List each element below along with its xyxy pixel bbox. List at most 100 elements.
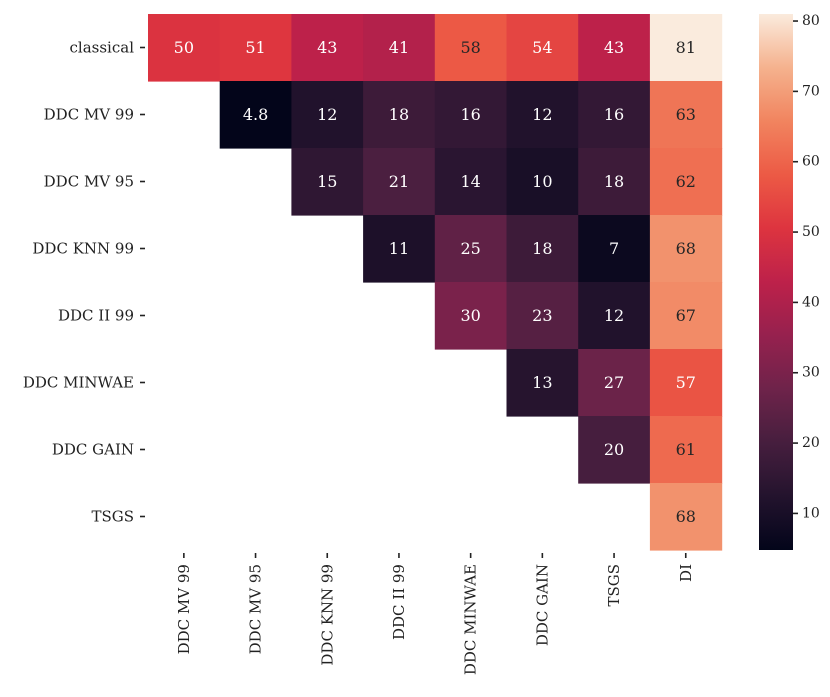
cell-label-r0-c6: 43	[604, 38, 624, 57]
cell-label-r0-c5: 54	[532, 38, 552, 57]
cell-label-r5-c6: 27	[604, 373, 624, 392]
heatmap-cell-r4-c4	[434, 282, 508, 350]
col-label-ddc-mv-95: DDC MV 95	[247, 564, 265, 654]
heatmap-cell-r3-c3	[363, 215, 436, 283]
cell-label-r2-c6: 18	[604, 172, 624, 191]
heatmap-cell-r3-c4	[434, 215, 508, 283]
heatmap-cell-r3-c5	[506, 215, 579, 283]
col-label-ddc-gain: DDC GAIN	[533, 564, 551, 646]
cell-label-r3-c5: 18	[532, 239, 552, 258]
heatmap-cell-r2-c2	[291, 148, 364, 216]
row-label-ddc-knn-99: DDC KNN 99	[32, 240, 134, 258]
heatmap-cell-r5-c6	[578, 349, 651, 417]
colorbar-tick-label-80: 80	[802, 13, 820, 29]
heatmap-cell-r1-c2	[291, 81, 364, 149]
heatmap-cell-r0-c4	[434, 14, 508, 82]
row-label-tsgs: TSGS	[91, 508, 134, 526]
row-label-ddc-mv-95: DDC MV 95	[44, 173, 134, 191]
colorbar-tick-label-70: 70	[802, 83, 820, 99]
heatmap-cell-r3-c7	[649, 215, 723, 283]
row-label-classical: classical	[70, 39, 135, 57]
cell-label-r2-c4: 14	[460, 172, 480, 191]
cell-label-r1-c7: 63	[676, 105, 696, 124]
heatmap-cell-r1-c3	[363, 81, 436, 149]
cell-label-r5-c5: 13	[532, 373, 552, 392]
cell-label-r7-c7: 68	[676, 507, 696, 526]
heatmap-cell-r2-c4	[434, 148, 508, 216]
heatmap-cell-r2-c3	[363, 148, 436, 216]
cell-label-r3-c3: 11	[389, 239, 409, 258]
cell-label-r1-c5: 12	[532, 105, 552, 124]
cell-label-r6-c7: 61	[676, 440, 696, 459]
heatmap-cell-r0-c6	[578, 14, 651, 82]
column-axis: DDC MV 99 DDC MV 95 DDC KNN 99 DDC II 99 DDC…	[175, 553, 695, 675]
heatmap-cell-r0-c2	[291, 14, 364, 82]
heatmap-cell-r1-c7	[649, 81, 723, 149]
col-label-ddc-minwae: DDC MINWAE	[462, 564, 480, 675]
heatmap-cell-r0-c7	[649, 14, 723, 82]
heatmap-cell-r5-c5	[506, 349, 579, 417]
heatmap-cell-r1-c4	[434, 81, 508, 149]
cell-label-r2-c2: 15	[317, 172, 337, 191]
heatmap-cell-r6-c6	[578, 416, 651, 484]
cell-label-r4-c5: 23	[532, 306, 552, 325]
heatmap-cell-r6-c7	[649, 416, 723, 484]
heatmap-cell-r0-c1	[219, 14, 292, 82]
col-label-di: DI	[677, 564, 695, 582]
colorbar-tick-label-40: 40	[802, 294, 820, 310]
cell-label-r3-c6: 7	[609, 239, 619, 258]
colorbar-tick-label-60: 60	[802, 154, 820, 170]
colorbar-tick-label-30: 30	[802, 365, 820, 381]
cell-label-r5-c7: 57	[676, 373, 696, 392]
heatmap-cell-r2-c6	[578, 148, 651, 216]
heatmap-cell-r4-c6	[578, 282, 651, 350]
cell-label-r1-c3: 18	[389, 105, 409, 124]
cell-label-r0-c0: 50	[174, 38, 194, 57]
cell-label-r0-c4: 58	[460, 38, 480, 57]
cell-label-r4-c7: 67	[676, 306, 696, 325]
heatmap-cell-r3-c6	[578, 215, 651, 283]
row-label-ddc-gain: DDC GAIN	[52, 441, 134, 459]
heatmap-cells: 50 51 43 41 58 54 43 81 4.8 12 18 16 12 16 63 15 21 14 10 1…	[148, 14, 723, 551]
heatmap-cell-r0-c3	[363, 14, 436, 82]
heatmap-cell-r1-c1	[219, 81, 292, 149]
col-label-ddc-mv-99: DDC MV 99	[175, 564, 193, 654]
row-label-ddc-ii-99: DDC II 99	[58, 307, 134, 325]
colorbar-tick-label-50: 50	[802, 224, 820, 240]
heatmap-cell-r4-c5	[506, 282, 579, 350]
cell-label-r4-c6: 12	[604, 306, 624, 325]
cell-label-r3-c7: 68	[676, 239, 696, 258]
heatmap-cell-r4-c7	[649, 282, 723, 350]
row-label-ddc-minwae: DDC MINWAE	[23, 374, 134, 392]
cell-label-r1-c1: 4.8	[243, 105, 268, 124]
heatmap-cell-r2-c5	[506, 148, 579, 216]
cell-label-r0-c3: 41	[389, 38, 409, 57]
heatmap-cell-r0-c5	[506, 14, 579, 82]
heatmap-cell-r2-c7	[649, 148, 723, 216]
cell-label-r0-c1: 51	[245, 38, 265, 57]
heatmap-cell-r1-c6	[578, 81, 651, 149]
colorbar-tick-label-10: 10	[802, 505, 820, 521]
heatmap-cell-r0-c0	[148, 14, 221, 82]
cell-label-r6-c6: 20	[604, 440, 624, 459]
cell-label-r1-c4: 16	[460, 105, 480, 124]
heatmap-cell-r1-c5	[506, 81, 579, 149]
cell-label-r0-c2: 43	[317, 38, 337, 57]
cell-label-r3-c4: 25	[460, 239, 480, 258]
col-label-ddc-knn-99: DDC KNN 99	[318, 564, 336, 666]
heatmap-cell-r7-c7	[649, 483, 723, 551]
heatmap-cell-r5-c7	[649, 349, 723, 417]
cell-label-r4-c4: 30	[460, 306, 480, 325]
cell-label-r2-c5: 10	[532, 172, 552, 191]
colorbar-gradient	[759, 14, 793, 550]
cell-label-r1-c2: 12	[317, 105, 337, 124]
cell-label-r2-c7: 62	[676, 172, 696, 191]
row-axis: classical DDC MV 99 DDC MV 95 DDC KNN 99 DDC…	[23, 39, 145, 526]
colorbar: 10 20 30 40 50 60 70 80	[759, 13, 820, 550]
cell-label-r2-c3: 21	[389, 172, 409, 191]
cell-label-r0-c7: 81	[676, 38, 696, 57]
row-label-ddc-mv-99: DDC MV 99	[44, 106, 134, 124]
cell-label-r1-c6: 16	[604, 105, 624, 124]
colorbar-tick-label-20: 20	[802, 435, 820, 451]
